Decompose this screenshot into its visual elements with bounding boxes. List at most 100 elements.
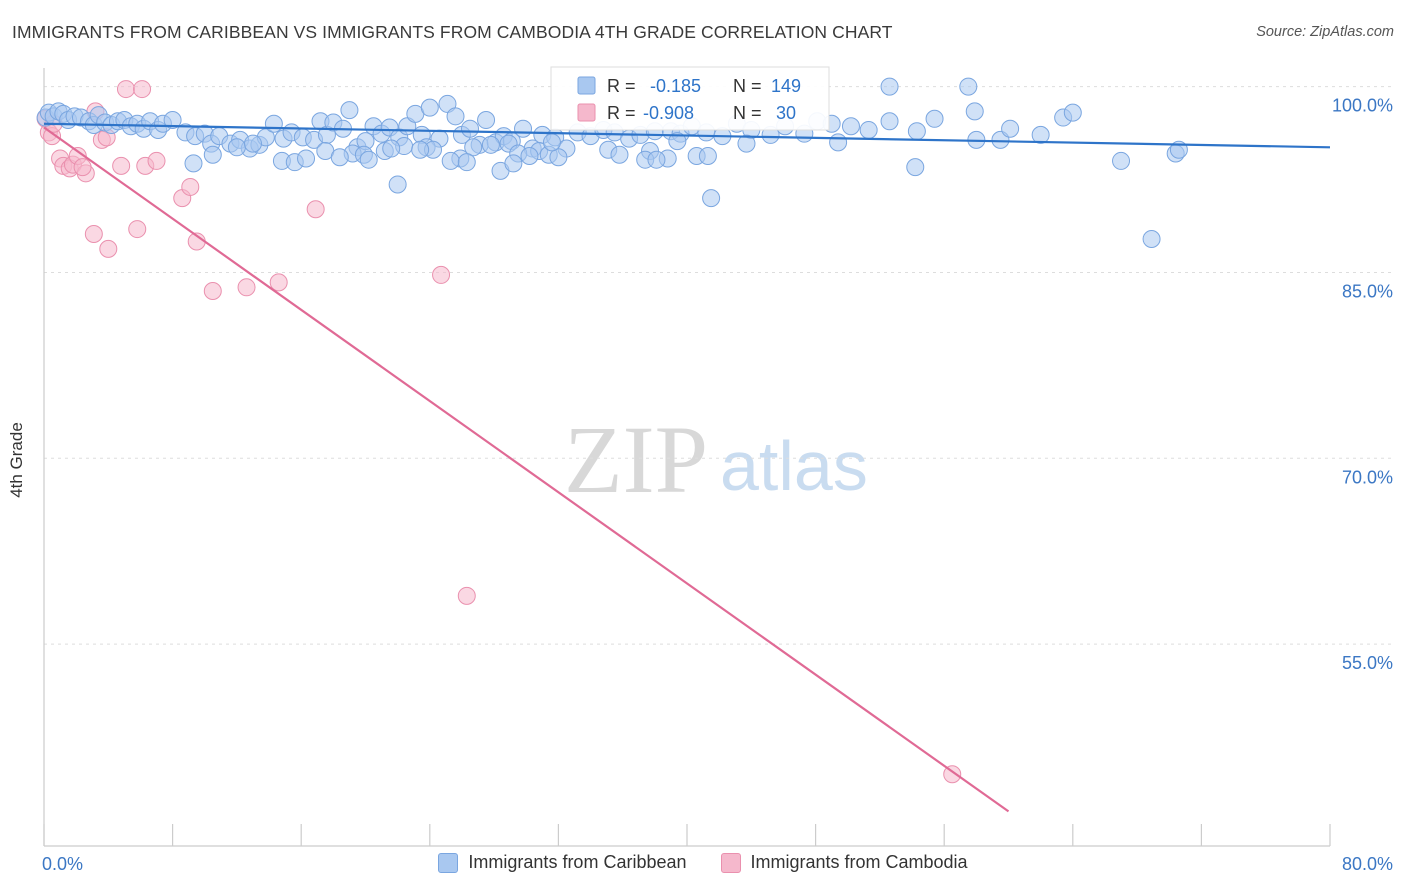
data-point-caribbean xyxy=(330,148,349,167)
legend-r-label-2: R = xyxy=(607,103,636,123)
legend-label-cambodia: Immigrants from Cambodia xyxy=(750,852,968,872)
data-point-caribbean xyxy=(880,112,899,131)
watermark-zip: ZIP xyxy=(564,406,708,513)
series-legend: Immigrants from Caribbean Immigrants fro… xyxy=(0,852,1406,873)
data-point-caribbean xyxy=(702,189,721,208)
data-point-caribbean xyxy=(698,146,717,165)
data-point-cambodia xyxy=(269,273,288,292)
data-point-cambodia xyxy=(128,220,147,239)
grid-lines xyxy=(44,86,1392,645)
data-point-caribbean xyxy=(184,154,203,173)
data-point-caribbean xyxy=(610,145,629,164)
legend-r-value-1: -0.185 xyxy=(650,76,701,96)
chart-title: IMMIGRANTS FROM CARIBBEAN VS IMMIGRANTS … xyxy=(12,22,893,42)
data-point-caribbean xyxy=(441,151,460,170)
data-point-caribbean xyxy=(925,109,944,128)
data-point-cambodia xyxy=(73,158,92,177)
data-point-cambodia xyxy=(237,278,256,297)
data-point-caribbean xyxy=(411,140,430,159)
data-point-cambodia xyxy=(943,765,962,784)
data-point-caribbean xyxy=(477,111,496,130)
legend-item-cambodia[interactable]: Immigrants from Cambodia xyxy=(720,852,968,873)
legend-label-caribbean: Immigrants from Caribbean xyxy=(468,852,687,872)
data-point-cambodia xyxy=(203,282,222,301)
data-point-caribbean xyxy=(907,122,926,141)
data-point-caribbean xyxy=(514,119,533,138)
trend-lines xyxy=(43,122,1331,813)
legend-n-label-1: N = xyxy=(733,76,762,96)
watermark: ZIP atlas xyxy=(564,406,868,513)
x-tick-labels: 0.0% 80.0% xyxy=(42,854,1393,874)
data-point-caribbean xyxy=(420,98,439,117)
y-tick-labels: 100.0% 85.0% 70.0% 55.0% xyxy=(1332,96,1393,674)
data-point-caribbean xyxy=(460,119,479,138)
data-point-caribbean xyxy=(464,138,483,157)
data-point-caribbean xyxy=(243,134,262,153)
legend-r-label-1: R = xyxy=(607,76,636,96)
data-point-cambodia xyxy=(99,239,118,258)
trend-line-caribbean xyxy=(43,122,1331,149)
data-point-caribbean xyxy=(359,150,378,169)
data-point-caribbean xyxy=(965,102,984,121)
x-tick-label: 0.0% xyxy=(42,854,83,874)
data-point-caribbean xyxy=(841,117,860,136)
series-caribbean xyxy=(36,77,1188,248)
data-point-cambodia xyxy=(457,586,476,605)
x-tick-label: 80.0% xyxy=(1342,854,1393,874)
legend-swatch-caribbean xyxy=(577,76,596,95)
stats-legend: R = -0.185 N = 149 R = -0.908 N = 30 xyxy=(550,66,830,131)
legend-n-value-2: 30 xyxy=(776,103,796,123)
data-point-caribbean xyxy=(481,135,500,154)
data-point-caribbean xyxy=(457,153,476,172)
data-point-cambodia xyxy=(147,151,166,170)
data-point-caribbean xyxy=(1001,119,1020,138)
data-point-caribbean xyxy=(959,77,978,96)
y-tick-label: 55.0% xyxy=(1342,653,1393,673)
legend-n-value-1: 149 xyxy=(771,76,801,96)
data-point-caribbean xyxy=(163,111,182,130)
data-point-cambodia xyxy=(181,177,200,196)
data-point-caribbean xyxy=(227,138,246,157)
axes xyxy=(43,68,1331,847)
data-point-caribbean xyxy=(668,132,687,151)
data-point-caribbean xyxy=(737,134,756,153)
legend-n-label-2: N = xyxy=(733,103,762,123)
data-point-caribbean xyxy=(1112,151,1131,170)
caribbean-swatch xyxy=(438,852,459,873)
data-point-caribbean xyxy=(297,149,316,168)
data-point-caribbean xyxy=(647,150,666,169)
legend-swatch-cambodia xyxy=(577,103,596,122)
source-attribution: Source: ZipAtlas.com xyxy=(1256,24,1394,40)
data-point-caribbean xyxy=(906,158,925,177)
data-point-caribbean xyxy=(520,146,539,165)
y-tick-label: 100.0% xyxy=(1332,96,1393,116)
data-point-caribbean xyxy=(1063,103,1082,122)
data-point-caribbean xyxy=(382,139,401,158)
data-point-caribbean xyxy=(542,133,561,152)
data-point-caribbean xyxy=(504,154,523,173)
watermark-atlas: atlas xyxy=(720,427,868,505)
data-point-caribbean xyxy=(388,175,407,194)
data-point-caribbean xyxy=(829,133,848,152)
data-point-cambodia xyxy=(116,80,135,99)
data-point-caribbean xyxy=(340,101,359,120)
data-point-cambodia xyxy=(84,225,103,244)
data-point-cambodia xyxy=(112,156,131,175)
data-point-caribbean xyxy=(446,107,465,126)
legend-item-caribbean[interactable]: Immigrants from Caribbean xyxy=(438,852,687,873)
y-tick-label: 70.0% xyxy=(1342,467,1393,487)
data-point-caribbean xyxy=(549,148,568,167)
data-point-caribbean xyxy=(1142,229,1161,248)
legend-r-value-2: -0.908 xyxy=(643,103,694,123)
data-point-caribbean xyxy=(880,77,899,96)
trend-line-cambodia xyxy=(43,126,1010,813)
cambodia-swatch xyxy=(720,852,741,873)
data-point-cambodia xyxy=(432,265,451,284)
data-point-caribbean xyxy=(859,120,878,139)
y-tick-label: 85.0% xyxy=(1342,281,1393,301)
data-point-cambodia xyxy=(133,80,152,99)
data-point-cambodia xyxy=(306,200,325,219)
data-point-caribbean xyxy=(1031,125,1050,144)
data-point-caribbean xyxy=(264,114,283,133)
